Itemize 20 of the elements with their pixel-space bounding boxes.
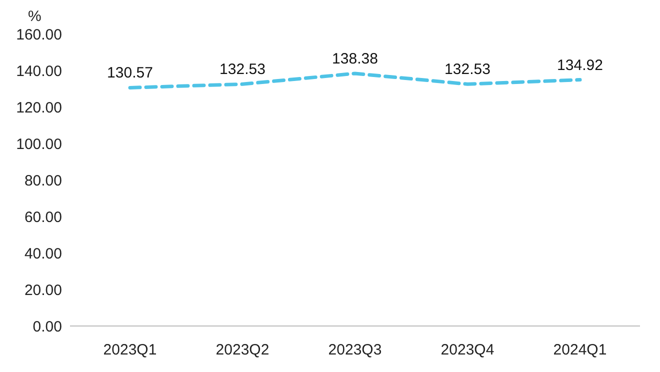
y-tick-label: 60.00 [24,208,62,226]
x-tick-label: 2023Q1 [103,342,157,359]
y-tick-label: 140.00 [16,62,62,80]
x-tick-label: 2023Q2 [216,342,270,359]
x-tick-label: 2023Q4 [440,342,494,359]
y-tick-label: 40.00 [24,245,62,262]
data-label: 132.53 [444,61,490,78]
y-tick-label: 80.00 [24,172,62,190]
data-label: 134.92 [557,56,603,74]
y-tick-label: 160.00 [16,26,62,44]
data-label: 130.57 [107,64,153,82]
data-label: 138.38 [332,50,378,68]
y-tick-label: 100.00 [16,136,62,153]
data-label: 132.53 [220,61,266,78]
y-tick-label: 0.00 [32,318,62,336]
y-tick-label: 120.00 [16,99,62,116]
y-tick-label: 20.00 [24,282,62,299]
x-tick-label: 2023Q3 [328,342,382,359]
y-axis-title: % [28,8,42,25]
x-tick-label: 2024Q1 [553,342,607,359]
